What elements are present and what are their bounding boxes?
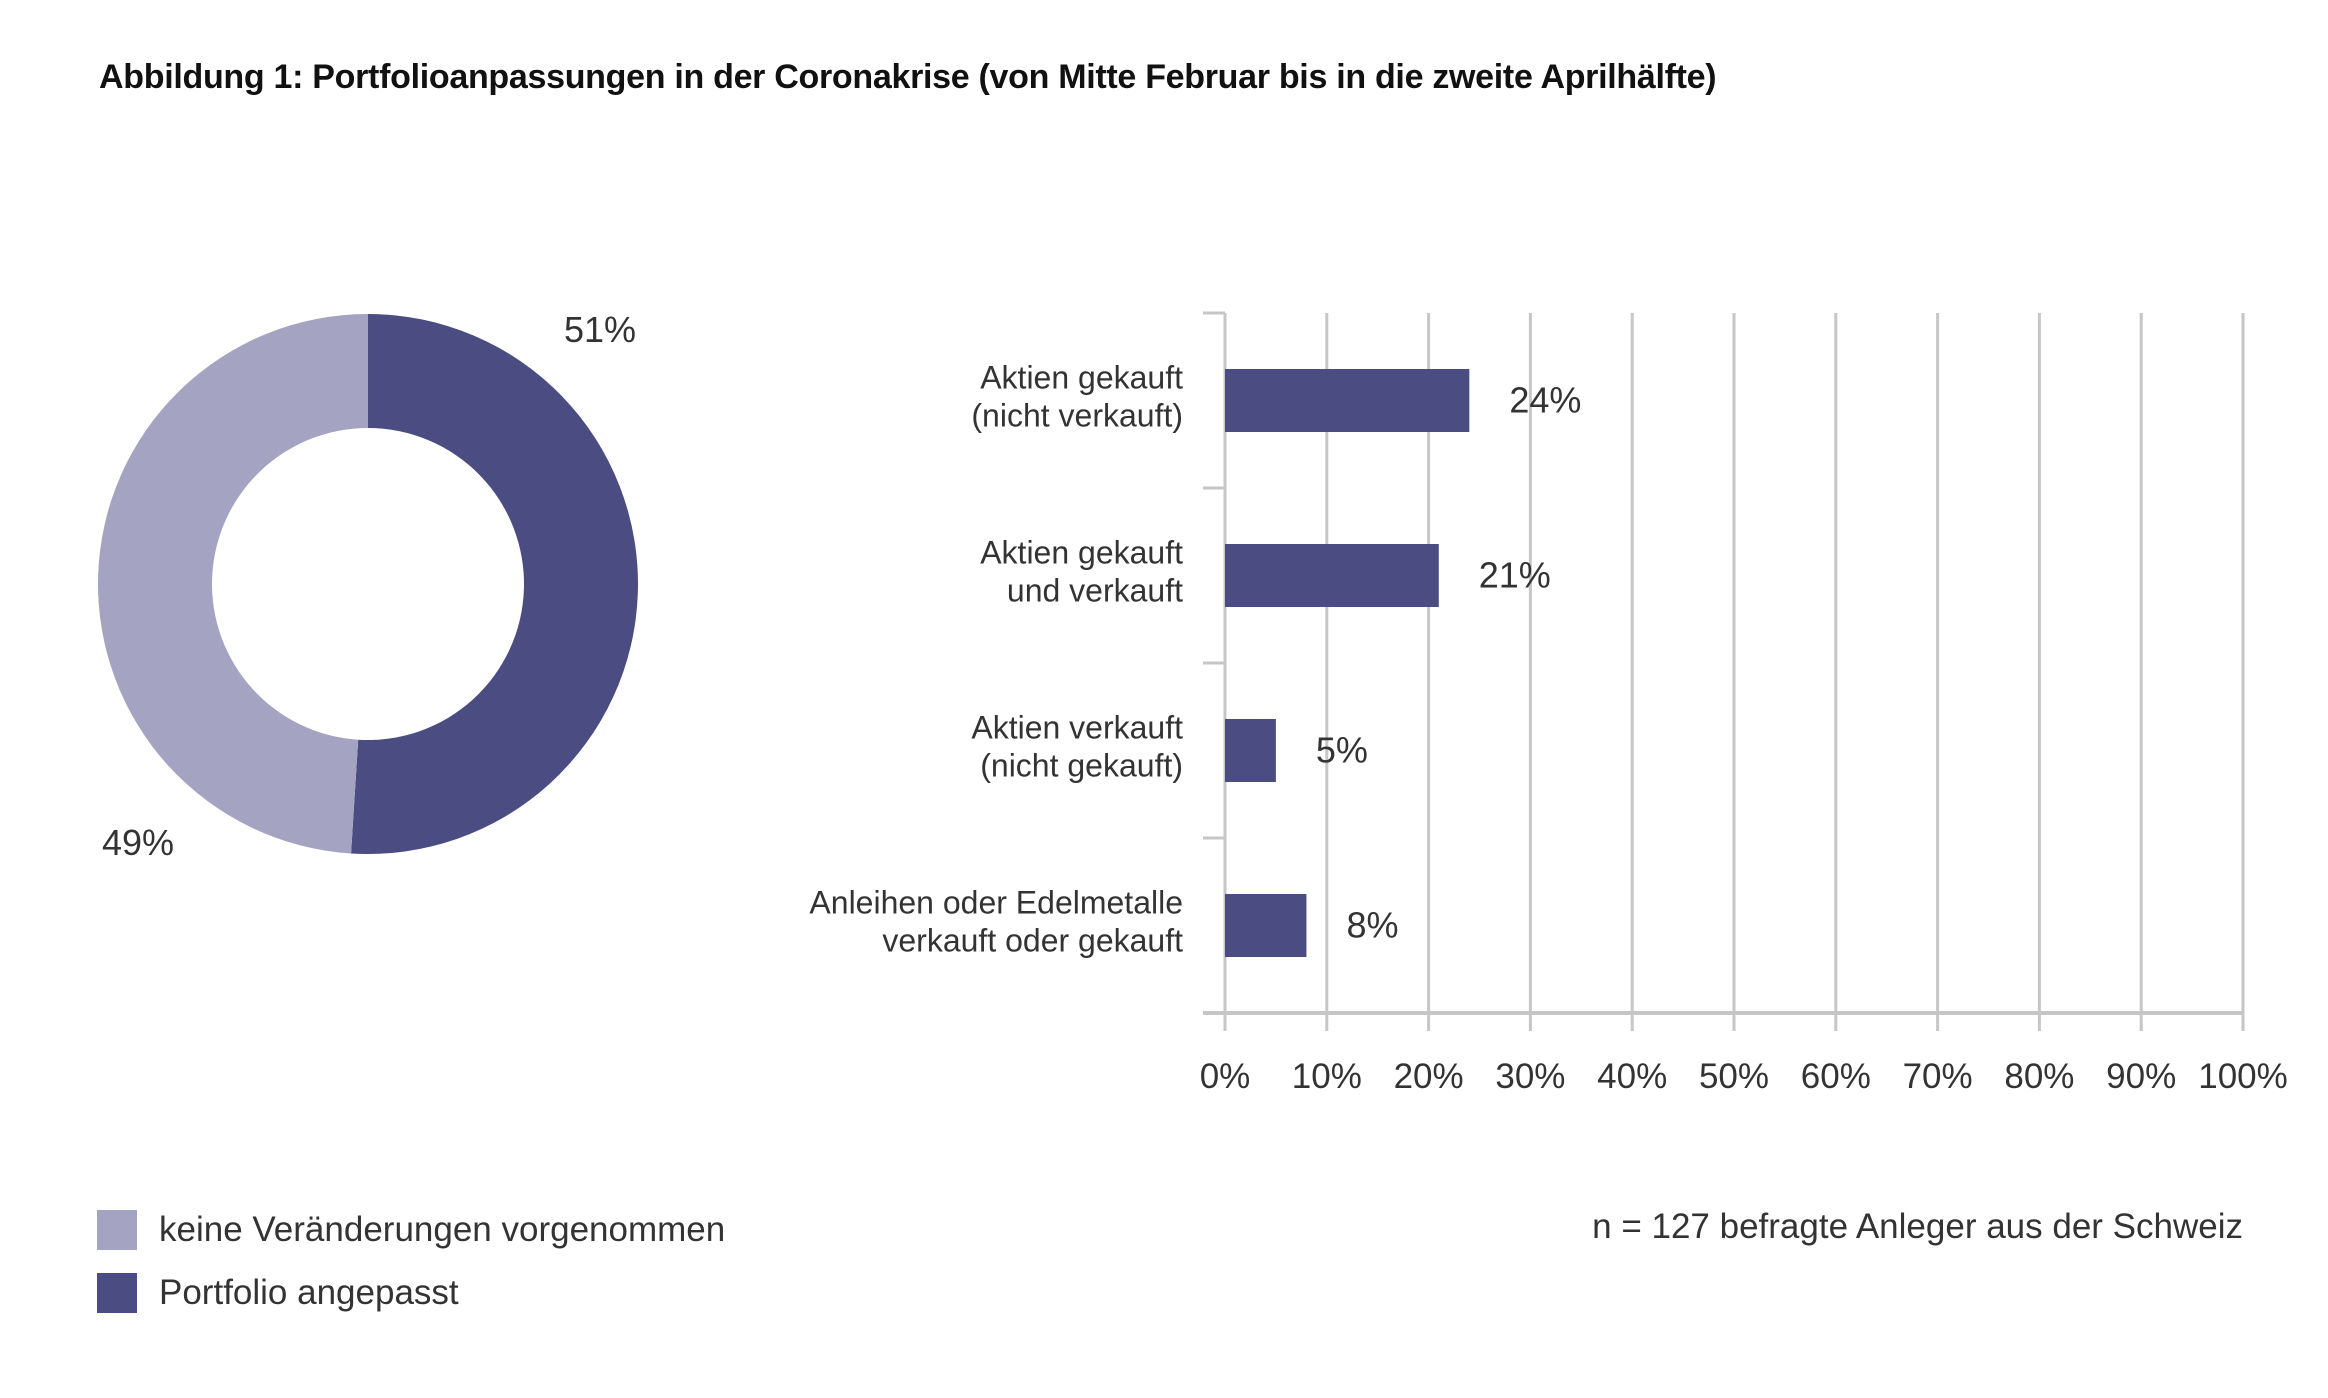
- x-tick-label: 90%: [2106, 1057, 2176, 1096]
- bar: [1225, 894, 1307, 957]
- bar: [1225, 719, 1276, 782]
- donut-slice-label: 51%: [564, 309, 636, 350]
- donut-slice: [351, 314, 638, 854]
- bar-data-label: 5%: [1316, 730, 1368, 771]
- donut-slice-label: 49%: [102, 822, 174, 863]
- x-tick-label: 100%: [2198, 1057, 2288, 1096]
- category-label: (nicht gekauft): [980, 748, 1183, 784]
- x-tick-label: 60%: [1801, 1057, 1871, 1096]
- x-tick-label: 70%: [1903, 1057, 1973, 1096]
- legend-swatch-dark: [97, 1273, 137, 1313]
- donut-slice: [97, 314, 369, 854]
- chart-title: Abbildung 1: Portfolioanpassungen in der…: [99, 58, 1717, 96]
- legend-label: keine Veränderungen vorgenommen: [159, 1210, 726, 1249]
- category-label: und verkauft: [1007, 573, 1183, 609]
- bar-data-label: 8%: [1346, 905, 1398, 946]
- category-label: Anleihen oder Edelmetalle: [809, 885, 1183, 921]
- category-label: Aktien gekauft: [980, 535, 1183, 571]
- category-label: verkauft oder gekauft: [882, 923, 1183, 959]
- x-tick-label: 50%: [1699, 1057, 1769, 1096]
- x-tick-label: 80%: [2004, 1057, 2074, 1096]
- category-label: Aktien verkauft: [971, 710, 1183, 746]
- x-tick-label: 10%: [1292, 1057, 1362, 1096]
- x-tick-label: 30%: [1495, 1057, 1565, 1096]
- bar-data-label: 24%: [1509, 380, 1581, 421]
- donut-chart: 51% 49%: [97, 309, 638, 863]
- x-tick-label: 40%: [1597, 1057, 1667, 1096]
- legend-swatch-light: [97, 1210, 137, 1250]
- legend-item-portfolio-adjusted: Portfolio angepasst: [97, 1272, 459, 1314]
- sample-size-note: n = 127 befragte Anleger aus der Schweiz: [1592, 1207, 2243, 1246]
- bar: [1225, 544, 1439, 607]
- x-tick-label: 20%: [1394, 1057, 1464, 1096]
- category-label: Aktien gekauft: [980, 360, 1183, 396]
- category-label: (nicht verkauft): [971, 398, 1183, 434]
- bar-data-label: 21%: [1479, 555, 1551, 596]
- x-tick-label: 0%: [1200, 1057, 1251, 1096]
- legend-label: Portfolio angepasst: [159, 1273, 459, 1312]
- bar: [1225, 369, 1470, 432]
- bar-chart: 0% 10% 20% 30% 40% 50% 60% 70% 80% 90% 100% 24% Akti…: [809, 311, 2288, 1096]
- legend-item-no-changes: keine Veränderungen vorgenommen: [97, 1209, 725, 1251]
